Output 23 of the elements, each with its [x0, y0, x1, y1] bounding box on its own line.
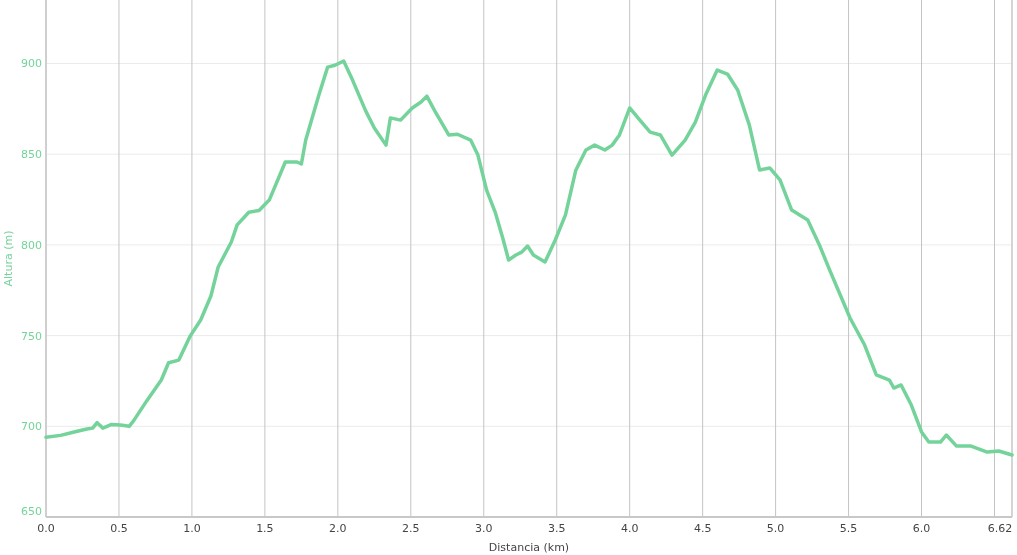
y-tick-label: 900 [21, 57, 42, 71]
x-tick-label: 0.5 [110, 522, 128, 535]
x-tick-label: 3.0 [475, 522, 493, 535]
x-tick-label: 0.0 [37, 522, 55, 535]
line-series [44, 59, 1014, 457]
y-tick-label: 700 [21, 420, 42, 434]
x-tick-label: 3.5 [547, 522, 566, 535]
y-tick-label: 850 [21, 148, 42, 162]
y-axis-title: Altura (m) [2, 230, 15, 287]
y-tick-label: 800 [21, 238, 42, 252]
x-tick-label: 4.0 [620, 522, 639, 535]
x-tick-label: 6.0 [912, 522, 931, 535]
x-tick-label: 4.5 [693, 522, 712, 535]
y-tick-label: 650 [21, 505, 42, 518]
x-axis-title: Distancia (km) [488, 541, 570, 554]
x-tick-label: 1.5 [256, 522, 274, 535]
x-tick-label: 1.0 [183, 522, 201, 535]
y-tick-label: 750 [21, 329, 42, 343]
x-tick-label: 5.5 [839, 522, 858, 535]
x-tick-label: 5.0 [766, 522, 785, 535]
x-tick-label: 6.62 [987, 522, 1013, 535]
x-tick-label: 2.0 [329, 522, 347, 535]
x-tick-label: 2.5 [402, 522, 420, 535]
